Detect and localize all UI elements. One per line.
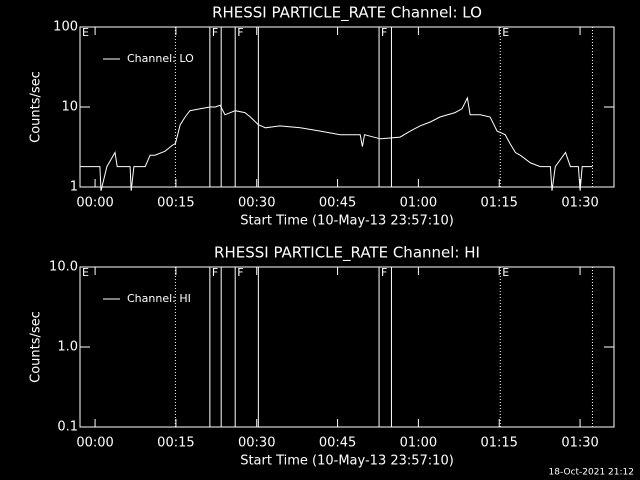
y-axis-label: Counts/sec — [29, 311, 44, 383]
event-label: F — [237, 26, 243, 39]
x-axis-label: Start Time (10-May-13 23:57:10) — [240, 454, 454, 469]
x-tick-label: 00:30 — [238, 436, 275, 451]
footer: 18-Oct-2021 21:12 — [549, 468, 634, 478]
x-axis-label: Start Time (10-May-13 23:57:10) — [240, 214, 454, 229]
x-tick-label: 00:00 — [76, 436, 113, 451]
legend-label: Channel: HI — [127, 292, 191, 305]
x-tick-label: 00:30 — [238, 196, 275, 211]
legend-label: Channel: LO — [127, 52, 194, 65]
chart-title: RHESSI PARTICLE_RATE Channel: HI — [214, 244, 480, 263]
y-tick-label: 1 — [70, 180, 78, 195]
y-tick-label: 100 — [53, 20, 78, 35]
x-tick-label: 00:15 — [157, 196, 194, 211]
plot-frame — [79, 26, 615, 188]
event-label: E — [502, 266, 509, 279]
x-tick-label: 01:30 — [561, 436, 598, 451]
y-tick-label: 10 — [61, 100, 78, 115]
x-tick-label: 00:00 — [76, 196, 113, 211]
event-label: F — [212, 26, 218, 39]
x-tick-label: 01:30 — [561, 196, 598, 211]
event-label: E — [82, 266, 89, 279]
x-tick-label: 00:45 — [319, 196, 356, 211]
y-axis-label: Counts/sec — [29, 71, 44, 143]
event-label: F — [212, 266, 218, 279]
y-tick-label: 10.0 — [49, 260, 78, 275]
chart-title: RHESSI PARTICLE_RATE Channel: LO — [212, 4, 482, 23]
y-tick-label: 1.0 — [57, 340, 78, 355]
x-tick-label: 01:00 — [400, 196, 437, 211]
plot-frame — [79, 266, 615, 428]
y-tick-label: 0.1 — [57, 420, 78, 435]
event-label: F — [237, 266, 243, 279]
event-label: F — [381, 26, 387, 39]
x-tick-label: 01:15 — [480, 196, 517, 211]
event-label: E — [502, 26, 509, 39]
x-tick-label: 00:15 — [157, 436, 194, 451]
data-line — [80, 96, 593, 191]
event-label: E — [82, 26, 89, 39]
x-tick-label: 01:15 — [480, 436, 517, 451]
event-label: F — [381, 266, 387, 279]
x-tick-label: 00:45 — [319, 436, 356, 451]
x-tick-label: 01:00 — [400, 436, 437, 451]
